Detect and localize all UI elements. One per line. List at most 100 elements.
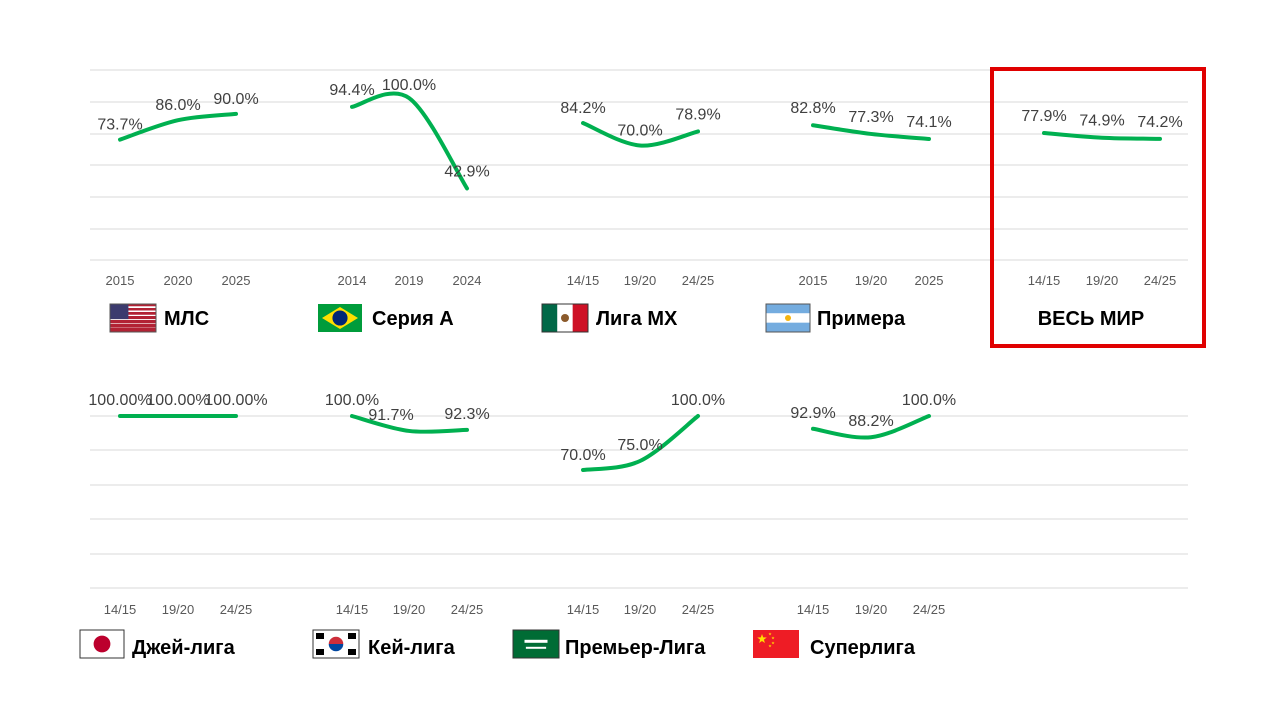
argentina-flag-icon [765, 303, 811, 333]
x-tick-label: 14/15 [797, 602, 830, 617]
charts: 73.7% 86.0% 90.0% 2015 2020 2025 94.4% 100.0% 42… [88, 67, 1206, 617]
data-label: 90.0% [213, 91, 258, 108]
league-legend: ВЕСЬ МИР [1038, 308, 1145, 330]
league-name: Премьер-Лига [565, 637, 706, 659]
data-label: 100.0% [902, 392, 956, 409]
saudi-flag-icon [512, 629, 560, 659]
league-name: Примера [817, 308, 906, 330]
data-label: 73.7% [97, 117, 142, 134]
x-tick-label: 2015 [799, 273, 828, 288]
league-legend: Лига MX [541, 303, 678, 333]
series-line [811, 414, 931, 440]
league-legend: Кей-лига [312, 629, 456, 659]
league-name: Суперлига [810, 637, 916, 659]
data-label: 92.3% [444, 406, 489, 423]
chart-8: 70.0% 75.0% 100.0% 14/15 19/20 24/25 [560, 392, 725, 617]
x-tick-label: 24/25 [682, 273, 715, 288]
data-label: 82.8% [790, 100, 835, 117]
league-name: Лига MX [596, 308, 678, 330]
series-line [350, 91, 469, 191]
data-label: 88.2% [848, 413, 893, 430]
x-tick-label: 2019 [395, 273, 424, 288]
mexico-flag-icon [541, 303, 589, 333]
data-label: 75.0% [617, 437, 662, 454]
series-line [1042, 130, 1162, 141]
chart-5: 77.9% 74.9% 74.2% 14/15 19/20 24/25 [990, 67, 1206, 348]
brazil-flag-icon [318, 304, 362, 332]
chart-3: 84.2% 70.0% 78.9% 14/15 19/20 24/25 [560, 100, 720, 288]
data-label: 100.00% [88, 392, 151, 409]
data-label: 78.9% [675, 106, 720, 123]
japan-flag-icon [79, 629, 125, 659]
chart-1: 73.7% 86.0% 90.0% 2015 2020 2025 [97, 91, 258, 288]
x-tick-label: 14/15 [336, 602, 369, 617]
league-legend: Премьер-Лига [512, 629, 706, 659]
x-tick-label: 14/15 [104, 602, 137, 617]
series-line [350, 414, 469, 434]
x-tick-label: 14/15 [567, 273, 600, 288]
league-legend: Суперлига [753, 630, 916, 659]
league-labels: МЛС Серия А Лига MX Примера ВЕСЬ МИР Джей-лиг… [79, 303, 1145, 659]
data-label: 70.0% [617, 123, 662, 140]
x-tick-label: 2015 [106, 273, 135, 288]
data-label: 100.0% [382, 77, 436, 94]
series-line [811, 123, 931, 142]
data-label: 84.2% [560, 100, 605, 117]
data-label: 100.0% [671, 392, 725, 409]
league-name: Кей-лига [368, 637, 456, 659]
data-label: 100.00% [204, 392, 267, 409]
x-tick-label: 19/20 [393, 602, 426, 617]
data-label: 74.2% [1137, 114, 1182, 131]
league-name: Серия А [372, 308, 454, 330]
x-tick-label: 24/25 [451, 602, 484, 617]
chart-4: 82.8% 77.3% 74.1% 2015 19/20 2025 [790, 100, 951, 288]
x-tick-label: 19/20 [162, 602, 195, 617]
x-tick-label: 2020 [164, 273, 193, 288]
x-tick-label: 19/20 [855, 273, 888, 288]
data-label: 74.9% [1079, 113, 1124, 130]
chart-9: 92.9% 88.2% 100.0% 14/15 19/20 24/25 [790, 392, 956, 617]
chart-6: 100.00%100.00%100.00%14/15 19/20 24/25 [88, 392, 267, 617]
chart-2: 94.4% 100.0% 42.9% 2014 2019 2024 [329, 77, 489, 288]
series-line [118, 111, 238, 142]
league-name: ВЕСЬ МИР [1038, 308, 1145, 330]
usa-flag-icon [109, 303, 157, 333]
data-label: 86.0% [155, 97, 200, 114]
league-legend: МЛС [109, 303, 209, 333]
x-tick-label: 19/20 [624, 602, 657, 617]
x-tick-label: 2024 [453, 273, 482, 288]
data-label: 92.9% [790, 405, 835, 422]
x-tick-label: 14/15 [1028, 273, 1061, 288]
data-label: 74.1% [906, 114, 951, 131]
data-label: 42.9% [444, 163, 489, 180]
x-tick-label: 2025 [915, 273, 944, 288]
x-tick-label: 2025 [222, 273, 251, 288]
x-tick-label: 24/25 [1144, 273, 1177, 288]
league-name: МЛС [164, 308, 209, 330]
league-legend: Примера [765, 303, 906, 333]
league-legend: Джей-лига [79, 629, 236, 659]
korea-flag-icon [312, 629, 360, 659]
x-tick-label: 14/15 [567, 602, 600, 617]
x-tick-label: 24/25 [913, 602, 946, 617]
data-label: 77.9% [1021, 108, 1066, 125]
data-label: 77.3% [848, 109, 893, 126]
data-label: 70.0% [560, 447, 605, 464]
x-tick-label: 19/20 [624, 273, 657, 288]
x-tick-label: 19/20 [855, 602, 888, 617]
data-label: 100.0% [325, 392, 379, 409]
gridlines [90, 69, 1188, 589]
x-tick-label: 24/25 [220, 602, 253, 617]
data-label: 94.4% [329, 82, 374, 99]
china-flag-icon [753, 630, 799, 658]
league-legend: Серия А [318, 304, 454, 332]
x-tick-label: 19/20 [1086, 273, 1119, 288]
x-tick-label: 24/25 [682, 602, 715, 617]
data-label: 100.00% [146, 392, 209, 409]
data-label: 91.7% [368, 407, 413, 424]
x-tick-label: 2014 [338, 273, 367, 288]
chart-7: 100.0%91.7% 92.3% 14/15 19/20 24/25 [325, 392, 490, 617]
series-line [581, 121, 700, 148]
highlight-box [990, 67, 1206, 348]
